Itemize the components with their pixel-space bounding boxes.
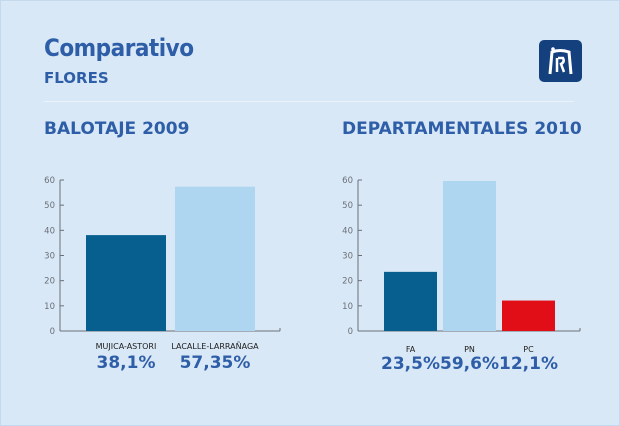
y-tick-label: 60 — [342, 176, 353, 186]
category-label: PC — [523, 345, 534, 354]
value-label: 57,35% — [180, 353, 251, 373]
y-tick-label: 20 — [342, 277, 353, 287]
header-divider — [44, 101, 574, 102]
chart-title-balotaje: BALOTAJE 2009 — [44, 119, 190, 139]
value-label: 23,5% — [381, 354, 440, 374]
category-label: LACALLE-LARRAÑAGA — [171, 341, 259, 351]
bar-pn — [443, 181, 496, 331]
page-title: Comparativo — [44, 34, 194, 62]
y-tick-label: 0 — [348, 327, 353, 337]
y-tick-label: 30 — [44, 252, 55, 262]
monument-logo-icon — [539, 40, 582, 82]
y-tick-label: 60 — [44, 176, 55, 186]
bar-pc — [502, 300, 555, 331]
y-tick-label: 0 — [50, 327, 55, 337]
page-subtitle: FLORES — [44, 69, 109, 87]
bar-fa — [384, 271, 437, 331]
y-tick-label: 40 — [44, 226, 55, 236]
category-label: MUJICA-ASTORI — [96, 342, 157, 351]
y-tick-label: 50 — [342, 201, 353, 211]
y-tick-label: 50 — [44, 201, 55, 211]
bar-mujica-astori — [86, 235, 166, 331]
category-label: FA — [406, 345, 416, 354]
y-tick-label: 40 — [342, 226, 353, 236]
category-label: PN — [464, 345, 475, 354]
value-label: 12,1% — [499, 354, 558, 374]
value-label: 59,6% — [440, 354, 499, 374]
value-label: 38,1% — [97, 353, 156, 373]
y-tick-label: 10 — [44, 302, 55, 312]
bar-lacalle-larra-aga — [175, 186, 255, 331]
y-tick-label: 10 — [342, 302, 353, 312]
chart-title-departamentales: DEPARTAMENTALES 2010 — [342, 119, 582, 139]
y-tick-label: 20 — [44, 277, 55, 287]
y-tick-label: 30 — [342, 252, 353, 262]
